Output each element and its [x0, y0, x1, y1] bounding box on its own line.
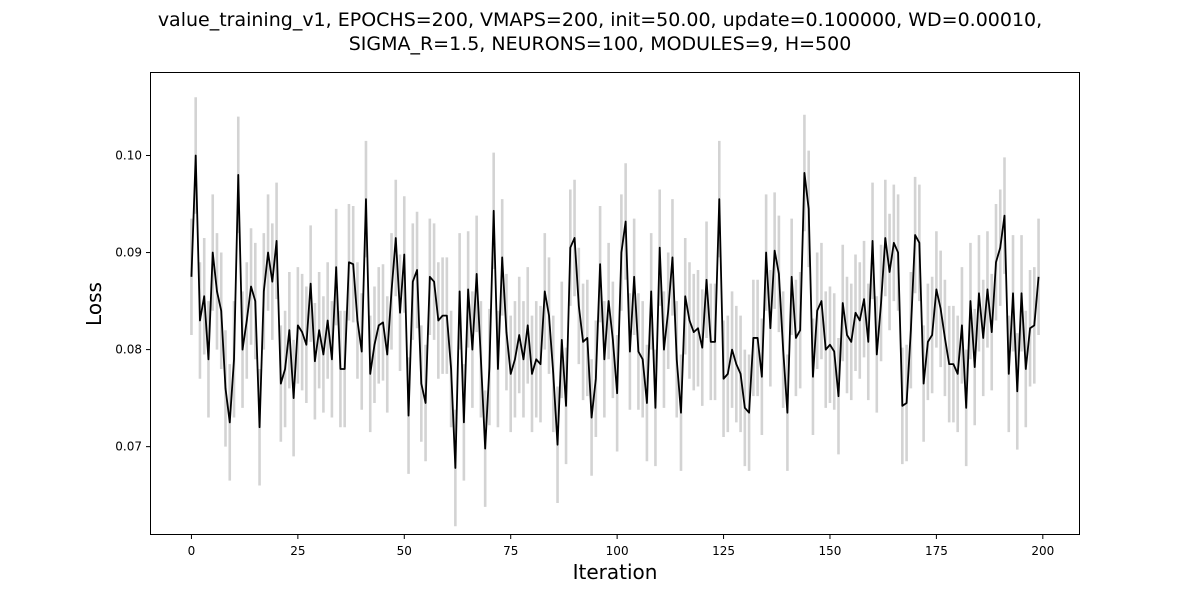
y-axis-ticks: 0.07 0.08 0.09 0.10	[115, 148, 150, 454]
x-axis-ticks: 0 25 50 75 100 125 150 175 200	[188, 535, 1054, 558]
y-tick-label: 0.09	[115, 246, 142, 260]
x-tick-label: 50	[397, 544, 412, 558]
x-axis-label: Iteration	[573, 560, 658, 584]
x-tick-label: 175	[925, 544, 948, 558]
loss-line	[190, 154, 1040, 469]
x-tick-label: 75	[503, 544, 518, 558]
y-tick-label: 0.07	[115, 440, 142, 454]
x-tick-label: 200	[1031, 544, 1054, 558]
plot-frame	[150, 72, 1080, 535]
y-axis-label: Loss	[82, 282, 106, 326]
y-tick-label: 0.08	[115, 343, 142, 357]
x-tick-label: 100	[606, 544, 629, 558]
chart-title-line-2: SIGMA_R=1.5, NEURONS=100, MODULES=9, H=5…	[348, 33, 852, 55]
y-tick-label: 0.10	[115, 148, 142, 162]
chart-title: value_training_v1, EPOCHS=200, VMAPS=200…	[0, 8, 1200, 56]
loss-series	[190, 154, 1040, 469]
x-tick-label: 0	[188, 544, 196, 558]
x-tick-label: 150	[819, 544, 842, 558]
chart-title-line-1: value_training_v1, EPOCHS=200, VMAPS=200…	[157, 9, 1043, 31]
x-tick-label: 125	[712, 544, 735, 558]
x-tick-label: 25	[290, 544, 305, 558]
